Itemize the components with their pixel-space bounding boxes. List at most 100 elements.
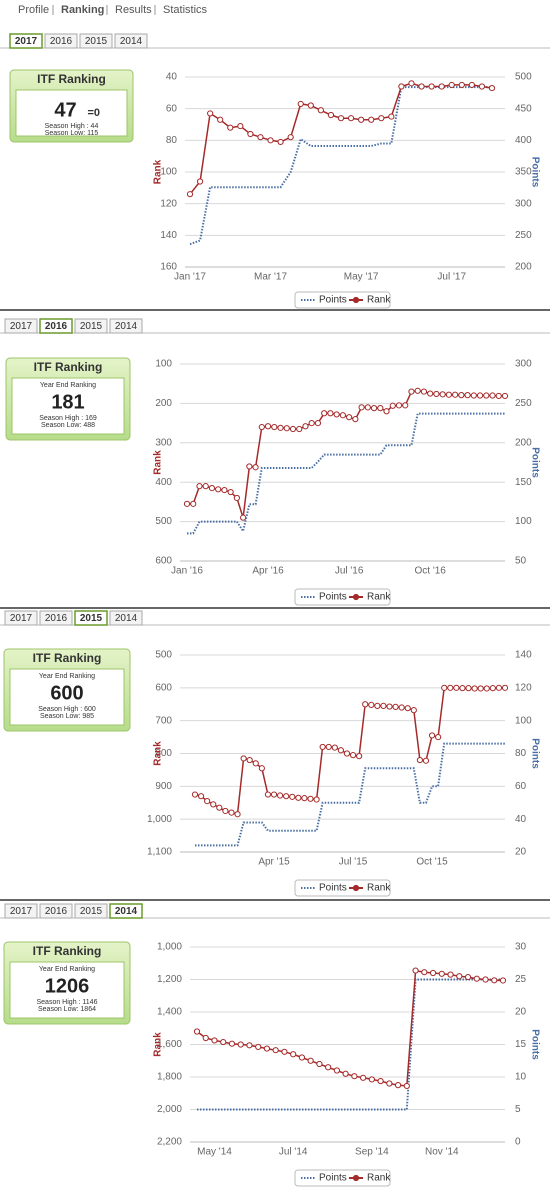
rank-marker (458, 81, 465, 89)
rank-marker (227, 488, 234, 496)
year-tab-label[interactable]: 2016 (50, 36, 73, 47)
rank-marker (190, 500, 197, 507)
legend-label[interactable]: Rank (367, 295, 391, 306)
year-tab-label[interactable]: 2017 (10, 613, 33, 624)
rank-marker (441, 684, 448, 691)
rank-marker (217, 116, 224, 123)
year-tab[interactable] (9, 33, 43, 49)
year-tab[interactable] (79, 33, 113, 49)
year-tab[interactable] (4, 903, 38, 919)
year-tab[interactable] (4, 610, 38, 626)
rank-marker (211, 1037, 218, 1044)
rank-marker (476, 392, 484, 399)
legend (294, 291, 391, 309)
y2-tick-label: 250 (515, 398, 532, 409)
year-tab[interactable] (39, 610, 73, 626)
nav-link[interactable]: Statistics (163, 4, 208, 16)
year-tab-label[interactable]: 2015 (80, 321, 103, 332)
year-tab-label[interactable]: 2016 (45, 613, 68, 624)
year-tab-label[interactable]: 2015 (80, 613, 103, 624)
y2-tick-label: 25 (515, 974, 527, 985)
y2-tick-label: 20 (515, 1007, 527, 1018)
year-tab-label[interactable]: 2014 (120, 36, 143, 47)
legend-label[interactable]: Points (319, 883, 347, 894)
year-tab[interactable] (109, 318, 143, 334)
legend-label[interactable]: Rank (367, 592, 391, 603)
rank-marker (339, 412, 346, 419)
x-tick-label: Jan '17 (174, 272, 206, 283)
x-tick-label: Oct '15 (416, 857, 448, 868)
legend-marker[interactable] (352, 296, 360, 304)
nav-link[interactable]: Profile (18, 4, 49, 16)
rank-marker (228, 1040, 236, 1047)
year-tab[interactable] (109, 903, 143, 919)
year-tab[interactable] (74, 318, 108, 334)
year-tab[interactable] (39, 318, 73, 334)
year-tab-label[interactable]: 2014 (115, 613, 138, 624)
year-tab[interactable] (74, 903, 108, 919)
card-title: ITF Ranking (34, 360, 103, 374)
x-tick-label: Jul '14 (279, 1147, 308, 1158)
year-tab-label[interactable]: 2015 (85, 36, 108, 47)
rank-marker (240, 514, 247, 521)
year-tab[interactable] (74, 610, 108, 626)
year-tab-label[interactable]: 2014 (115, 906, 138, 917)
rank-marker (421, 969, 428, 976)
rank-marker (404, 705, 411, 712)
y-tick-label: 120 (160, 198, 177, 209)
legend-marker[interactable] (352, 1174, 360, 1182)
card-high: Season High : 169 (39, 415, 97, 422)
rank-marker (234, 811, 241, 818)
legend-label[interactable]: Points (319, 295, 347, 306)
nav-link[interactable]: Results (115, 4, 152, 16)
year-tab-label[interactable]: 2016 (45, 906, 68, 917)
rank-marker (464, 973, 472, 981)
year-tab-label[interactable]: 2017 (10, 321, 33, 332)
y2-tick-label: 80 (515, 748, 527, 759)
card-subtitle: Year End Ranking (39, 966, 95, 973)
legend-marker[interactable] (352, 884, 360, 892)
y-tick-label: 700 (155, 715, 172, 726)
rank-marker (237, 1041, 244, 1048)
rank-marker (233, 494, 240, 502)
card-subtitle: Year End Ranking (40, 382, 96, 389)
legend (294, 1169, 391, 1187)
year-tab-label[interactable]: 2017 (10, 906, 33, 917)
rank-marker (283, 425, 290, 432)
year-tab[interactable] (4, 318, 38, 334)
legend-label[interactable]: Points (319, 592, 347, 603)
year-tab[interactable] (39, 903, 73, 919)
legend-label[interactable]: Rank (367, 1173, 391, 1184)
card-low: Season Low: 488 (41, 422, 95, 429)
rank-marker (290, 1051, 297, 1058)
year-tab[interactable] (114, 33, 148, 49)
rank-marker (459, 685, 466, 692)
rank-marker (501, 684, 509, 691)
y-tick-label: 160 (160, 262, 177, 273)
year-tab-label[interactable]: 2014 (115, 321, 138, 332)
series-line (187, 390, 505, 518)
card-low: Season Low: 115 (45, 130, 99, 137)
rank-marker (380, 702, 387, 709)
rank-marker (267, 137, 274, 144)
year-tab-label[interactable]: 2017 (15, 36, 38, 47)
year-tab-label[interactable]: 2015 (80, 906, 103, 917)
rank-marker (252, 760, 259, 767)
y-tick-label: 1,600 (157, 1039, 182, 1050)
year-tab-label[interactable]: 2016 (45, 321, 68, 332)
year-tab[interactable] (44, 33, 78, 49)
rank-marker (398, 83, 405, 90)
legend-label[interactable]: Rank (367, 883, 391, 894)
y-tick-label: 1,000 (147, 814, 172, 825)
legend-marker[interactable] (352, 593, 360, 601)
year-tab[interactable] (109, 610, 143, 626)
card-low: Season Low: 985 (40, 713, 94, 720)
nav-link[interactable]: Ranking (61, 4, 104, 16)
rank-marker (389, 402, 396, 409)
y2-tick-label: 50 (515, 556, 527, 567)
rank-marker (270, 791, 278, 798)
legend-label[interactable]: Points (319, 1173, 347, 1184)
card-body (9, 961, 125, 1019)
rank-marker (364, 404, 371, 411)
